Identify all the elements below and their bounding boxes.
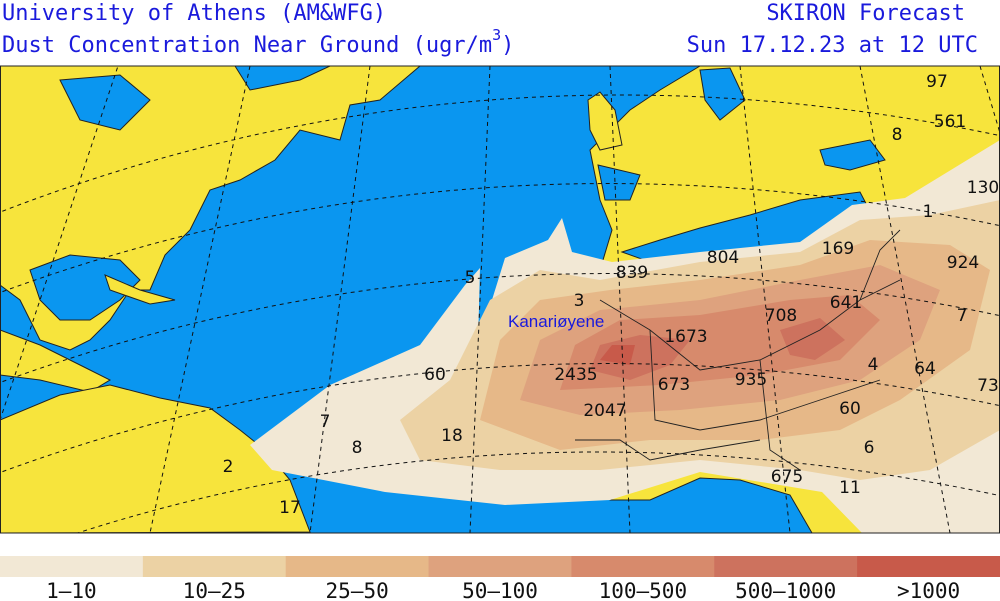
cuba (104, 274, 176, 305)
header-title: University of Athens (AM&WFG) (2, 1, 386, 26)
map-label: 935 (735, 370, 767, 390)
map-label: 804 (707, 248, 739, 268)
header-subtitle: Dust Concentration Near Ground (ugr/m3) (2, 26, 514, 58)
black-sea (819, 139, 886, 171)
map-label: 97 (926, 72, 948, 92)
legend-label: 100–500 (599, 579, 688, 601)
map-label: 130 (967, 178, 999, 198)
legend-label: 50–100 (462, 579, 538, 601)
map-label: 7 (957, 306, 968, 326)
map-label: 2435 (554, 365, 597, 385)
map-label: 64 (914, 359, 936, 379)
hudson-bay (59, 74, 151, 131)
dust-area (600, 345, 635, 365)
unit-close: ) (501, 33, 514, 58)
map-label: 8 (892, 125, 903, 145)
legend-swatch (857, 556, 1000, 577)
bay-of-biscay (597, 164, 641, 201)
legend-swatch (285, 556, 430, 577)
map-label: 17 (279, 498, 301, 518)
unit-exponent: 3 (492, 26, 501, 44)
legend-swatch (142, 556, 287, 577)
map-label: 2 (223, 457, 234, 477)
legend-label: 25–50 (326, 579, 389, 601)
map-label: 73 (977, 376, 999, 396)
legend-label: >1000 (897, 579, 960, 601)
map-label: 1 (923, 202, 934, 222)
central-america (0, 329, 112, 393)
map-label: 3 (574, 291, 585, 311)
map-label: 60 (424, 365, 446, 385)
map-label: 8 (352, 438, 363, 458)
legend-label: 500–1000 (735, 579, 836, 601)
country-border (759, 359, 801, 471)
map-label: 673 (658, 375, 690, 395)
header-date: Sun 17.12.23 at 12 UTC (687, 33, 978, 58)
legend-swatch (0, 556, 144, 577)
map: 97 561 8 130 1 169 924 804 839 3 5 641 7… (0, 65, 1000, 534)
map-label: 60 (839, 399, 861, 419)
map-label: 641 (830, 293, 862, 313)
map-label: 839 (616, 263, 648, 283)
legend-swatch (571, 556, 715, 577)
header-model: SKIRON Forecast (766, 1, 965, 26)
country-border (575, 439, 761, 461)
map-label: 708 (765, 306, 797, 326)
subtitle-text: Dust Concentration Near Ground (ugr/m (2, 33, 492, 58)
gulf-of-mexico (29, 254, 141, 321)
legend-label: 1–10 (46, 579, 97, 601)
dust-area (780, 318, 845, 360)
map-label: 11 (839, 478, 861, 498)
legend: 1–10 10–25 25–50 50–100 100–500 500–1000 >1000 (0, 556, 1000, 601)
map-label: 169 (822, 239, 854, 259)
legend-swatch (428, 556, 572, 577)
map-label: 5 (465, 268, 476, 288)
map-label: 2047 (583, 401, 626, 421)
graticule (0, 66, 1000, 533)
map-label: 561 (934, 112, 966, 132)
south-america (0, 384, 311, 533)
country-border (859, 229, 901, 301)
place-label: Kanariøyene (508, 312, 604, 331)
british-isles (587, 91, 623, 151)
map-label: 4 (868, 355, 879, 375)
map-label: 924 (947, 253, 979, 273)
map-label: 6 (864, 438, 875, 458)
legend-swatch (714, 556, 858, 577)
country-border (649, 329, 881, 431)
baltic-sea (699, 67, 746, 121)
map-label: 7 (320, 412, 331, 432)
map-label: 675 (771, 467, 803, 487)
map-label: 18 (441, 426, 463, 446)
legend-label: 10–25 (183, 579, 246, 601)
map-label: 1673 (664, 327, 707, 347)
